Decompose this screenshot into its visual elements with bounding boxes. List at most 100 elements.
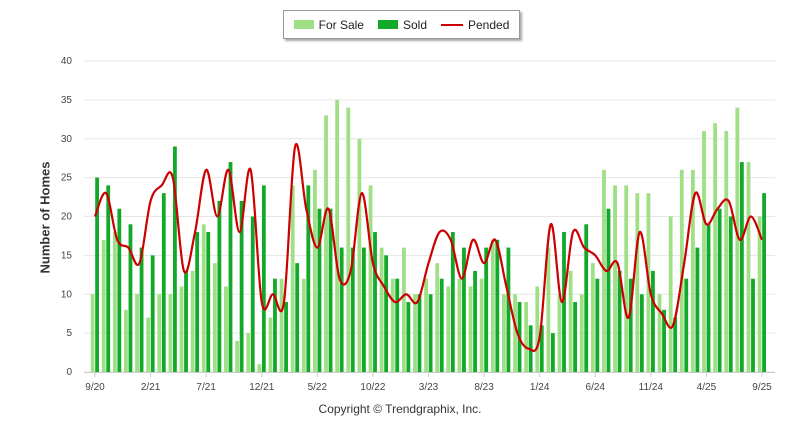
bar-for-sale bbox=[602, 169, 606, 372]
x-tick-label: 12/21 bbox=[249, 382, 274, 393]
bar-for-sale bbox=[657, 294, 662, 372]
bar-for-sale bbox=[502, 294, 506, 372]
legend-label: Pended bbox=[468, 17, 510, 32]
bar-for-sale bbox=[568, 270, 573, 372]
bar-for-sale bbox=[635, 193, 640, 372]
bar-sold bbox=[150, 255, 155, 372]
bar-for-sale bbox=[124, 309, 128, 372]
legend: For Sale Sold Pended bbox=[283, 10, 520, 39]
legend-item-sold[interactable]: Sold bbox=[377, 17, 427, 32]
bar-sold bbox=[684, 278, 689, 372]
bar-for-sale bbox=[668, 216, 673, 372]
bar-sold bbox=[473, 270, 477, 372]
bar-sold bbox=[706, 224, 711, 372]
bar-sold bbox=[728, 216, 733, 372]
bar-sold bbox=[739, 162, 744, 372]
bar-for-sale bbox=[535, 286, 540, 372]
x-tick-label: 10/22 bbox=[360, 382, 385, 393]
bar-sold bbox=[206, 232, 211, 372]
bar-for-sale bbox=[713, 123, 718, 372]
x-tick-label: 9/25 bbox=[752, 382, 772, 393]
bar-for-sale bbox=[757, 216, 762, 372]
bar-sold bbox=[573, 302, 578, 372]
bar-for-sale bbox=[401, 247, 406, 372]
bar-sold bbox=[717, 208, 722, 372]
bar-sold bbox=[662, 309, 666, 372]
bar-sold bbox=[550, 333, 555, 372]
y-tick-label: 35 bbox=[61, 95, 73, 106]
bar-sold bbox=[373, 232, 377, 372]
bar-for-sale bbox=[390, 278, 395, 372]
bar-sold bbox=[506, 247, 511, 372]
copyright: Copyright © Trendgraphix, Inc. bbox=[318, 402, 482, 416]
bar-sold bbox=[628, 278, 633, 372]
bar-sold bbox=[406, 302, 411, 372]
legend-item-pended[interactable]: Pended bbox=[441, 18, 509, 32]
bar-for-sale bbox=[368, 185, 373, 372]
bar-sold bbox=[395, 278, 400, 372]
bar-for-sale bbox=[413, 294, 417, 372]
x-tick-label: 1/24 bbox=[530, 382, 550, 393]
bar-for-sale bbox=[268, 317, 273, 372]
bar-sold bbox=[173, 146, 177, 372]
bar-sold bbox=[562, 232, 566, 372]
bar-for-sale bbox=[212, 263, 217, 372]
bar-sold bbox=[673, 317, 678, 372]
bar-for-sale bbox=[613, 185, 617, 372]
for-sale-swatch bbox=[293, 20, 314, 29]
bar-sold bbox=[228, 162, 233, 372]
bar-sold bbox=[584, 224, 589, 372]
bar-sold bbox=[339, 247, 344, 372]
bar-for-sale bbox=[724, 130, 729, 372]
bar-sold bbox=[239, 200, 244, 372]
x-tick-label: 11/24 bbox=[639, 382, 664, 393]
bar-sold bbox=[184, 270, 188, 372]
bar-for-sale bbox=[468, 286, 473, 372]
bar-for-sale bbox=[524, 302, 529, 372]
bar-for-sale bbox=[168, 294, 173, 372]
pended-swatch bbox=[441, 23, 463, 26]
bar-sold bbox=[362, 247, 366, 372]
bar-sold bbox=[617, 270, 622, 372]
bar-sold bbox=[117, 208, 122, 372]
bar-for-sale bbox=[579, 294, 584, 372]
bar-for-sale bbox=[435, 263, 440, 372]
bar-sold bbox=[417, 294, 422, 372]
bar-sold bbox=[484, 247, 489, 372]
bar-for-sale bbox=[290, 185, 295, 372]
bar-sold bbox=[161, 193, 166, 372]
bar-sold bbox=[295, 263, 300, 372]
bar-for-sale bbox=[357, 138, 362, 372]
bar-sold bbox=[139, 247, 144, 372]
bar-sold bbox=[250, 216, 255, 372]
y-tick-label: 15 bbox=[61, 250, 73, 261]
legend-item-for-sale[interactable]: For Sale bbox=[293, 17, 364, 32]
bar-sold bbox=[495, 239, 500, 372]
bar-sold bbox=[273, 278, 277, 372]
bar-sold bbox=[762, 193, 766, 372]
bar-for-sale bbox=[446, 286, 451, 372]
x-tick-label: 6/24 bbox=[586, 382, 606, 393]
bar-for-sale bbox=[224, 286, 228, 372]
x-tick-label: 7/21 bbox=[196, 382, 216, 393]
bar-for-sale bbox=[101, 239, 106, 372]
bar-for-sale bbox=[513, 294, 517, 372]
legend-label: Sold bbox=[402, 17, 427, 32]
bar-for-sale bbox=[257, 364, 262, 372]
legend-label: For Sale bbox=[318, 17, 364, 32]
bar-sold bbox=[606, 208, 611, 372]
bar-for-sale bbox=[346, 107, 351, 373]
bar-for-sale bbox=[146, 317, 151, 372]
bar-for-sale bbox=[557, 294, 562, 372]
bar-sold bbox=[317, 208, 322, 372]
bar-for-sale bbox=[90, 294, 95, 372]
bar-sold bbox=[128, 224, 133, 372]
bar-for-sale bbox=[235, 340, 240, 372]
bar-for-sale bbox=[624, 185, 629, 372]
x-tick-label: 3/23 bbox=[419, 382, 439, 393]
x-tick-label: 5/22 bbox=[308, 382, 328, 393]
bar-for-sale bbox=[490, 239, 495, 372]
bar-for-sale bbox=[590, 263, 595, 372]
bar-sold bbox=[751, 278, 755, 372]
